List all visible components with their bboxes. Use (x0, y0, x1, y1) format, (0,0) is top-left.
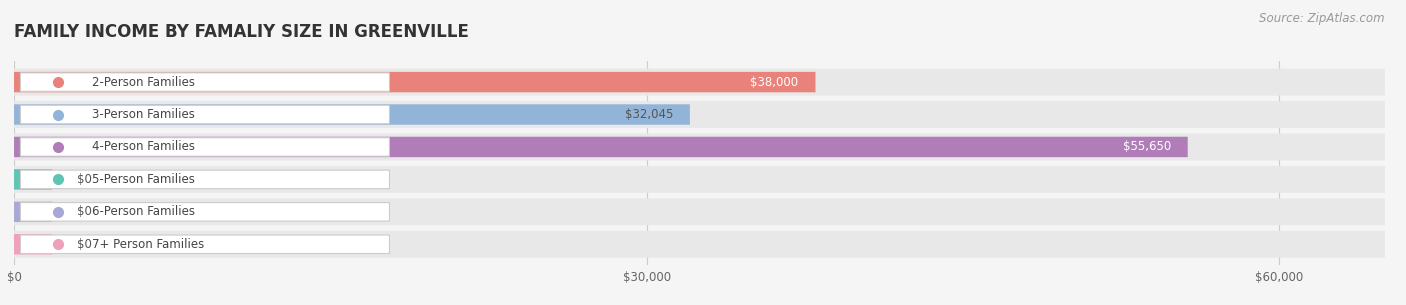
FancyBboxPatch shape (20, 73, 389, 91)
FancyBboxPatch shape (14, 198, 1385, 225)
Text: $0: $0 (77, 205, 93, 218)
FancyBboxPatch shape (20, 170, 389, 188)
Text: $0: $0 (77, 173, 93, 186)
Text: $32,045: $32,045 (624, 108, 673, 121)
Text: 5-Person Families: 5-Person Families (93, 173, 195, 186)
FancyBboxPatch shape (14, 72, 815, 92)
Text: $55,650: $55,650 (1122, 141, 1171, 153)
Text: 4-Person Families: 4-Person Families (93, 141, 195, 153)
FancyBboxPatch shape (14, 134, 1385, 160)
FancyBboxPatch shape (14, 104, 690, 125)
FancyBboxPatch shape (20, 203, 389, 221)
FancyBboxPatch shape (14, 137, 1188, 157)
FancyBboxPatch shape (14, 234, 52, 254)
Text: Source: ZipAtlas.com: Source: ZipAtlas.com (1260, 12, 1385, 25)
Text: FAMILY INCOME BY FAMALIY SIZE IN GREENVILLE: FAMILY INCOME BY FAMALIY SIZE IN GREENVI… (14, 23, 470, 41)
Text: 3-Person Families: 3-Person Families (93, 108, 195, 121)
FancyBboxPatch shape (20, 235, 389, 253)
FancyBboxPatch shape (20, 105, 389, 124)
FancyBboxPatch shape (14, 101, 1385, 128)
FancyBboxPatch shape (14, 202, 52, 222)
FancyBboxPatch shape (14, 69, 1385, 95)
FancyBboxPatch shape (14, 231, 1385, 258)
Text: 6-Person Families: 6-Person Families (93, 205, 195, 218)
FancyBboxPatch shape (20, 138, 389, 156)
FancyBboxPatch shape (14, 169, 52, 190)
Text: $0: $0 (77, 238, 93, 251)
FancyBboxPatch shape (14, 166, 1385, 193)
Text: $38,000: $38,000 (751, 76, 799, 88)
Text: 7+ Person Families: 7+ Person Families (93, 238, 204, 251)
Text: 2-Person Families: 2-Person Families (93, 76, 195, 88)
